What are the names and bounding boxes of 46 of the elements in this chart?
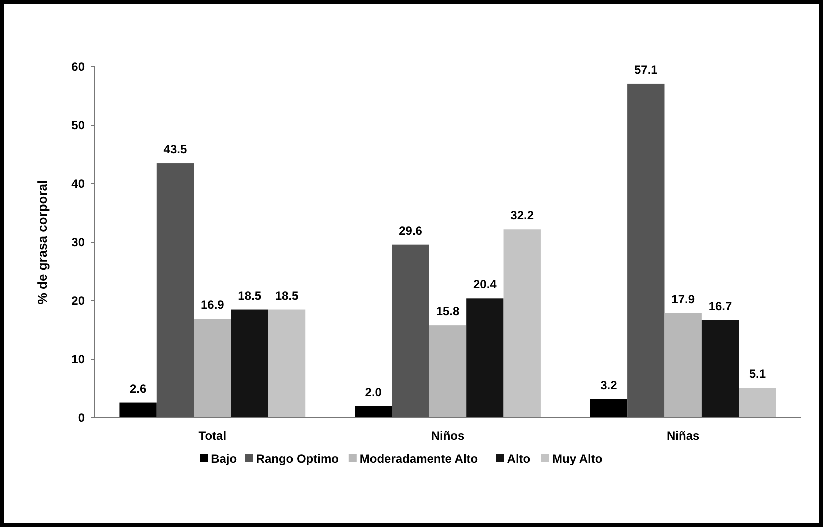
legend-label: Muy Alto [552, 452, 603, 466]
bar [739, 388, 776, 418]
bar [156, 164, 194, 418]
y-tick-label: 40 [72, 177, 86, 191]
legend-label: Moderadamente Alto [360, 452, 478, 466]
data-label: 16.9 [200, 298, 225, 312]
data-label: 3.2 [600, 378, 618, 392]
data-label: 57.1 [634, 62, 658, 77]
legend-label: Alto [507, 452, 531, 466]
data-label: 2.0 [365, 385, 382, 400]
bar [392, 244, 430, 418]
legend-label: Bajo [211, 452, 238, 466]
y-tick-label: 50 [72, 118, 86, 132]
y-tick-label: 10 [72, 352, 86, 366]
x-tick-label: Total [198, 429, 227, 443]
x-tick-label: Niños [431, 429, 465, 443]
bar [268, 310, 306, 418]
data-label: 18.5 [238, 288, 262, 303]
data-label: 17.9 [672, 292, 696, 306]
bar [355, 406, 392, 418]
data-label: 15.8 [436, 304, 460, 319]
bar [664, 313, 702, 418]
bar [429, 326, 467, 418]
data-label: 2.6 [130, 382, 147, 396]
bar [628, 84, 665, 418]
bar [466, 298, 504, 418]
bar [702, 320, 740, 418]
bar [504, 230, 541, 418]
x-tick-label: Niñas [666, 429, 700, 443]
y-tick-label: 0 [78, 411, 86, 425]
data-label: 20.4 [474, 278, 498, 292]
bar [120, 402, 157, 418]
bar [590, 399, 628, 418]
data-label: 16.7 [708, 299, 733, 314]
y-tick-label: 20 [72, 294, 86, 308]
bar [194, 319, 232, 418]
data-label: 29.6 [399, 224, 423, 238]
legend-label: Rango Optimo [256, 452, 339, 466]
y-tick-label: 60 [72, 60, 86, 74]
bar [231, 310, 268, 418]
data-label: 18.5 [275, 288, 300, 303]
y-axis-title: % de grasa corporal [35, 180, 50, 305]
data-label: 32.2 [510, 208, 534, 223]
y-tick-label: 30 [72, 236, 86, 250]
data-label: 43.5 [164, 142, 188, 157]
data-label: 5.1 [749, 367, 766, 382]
